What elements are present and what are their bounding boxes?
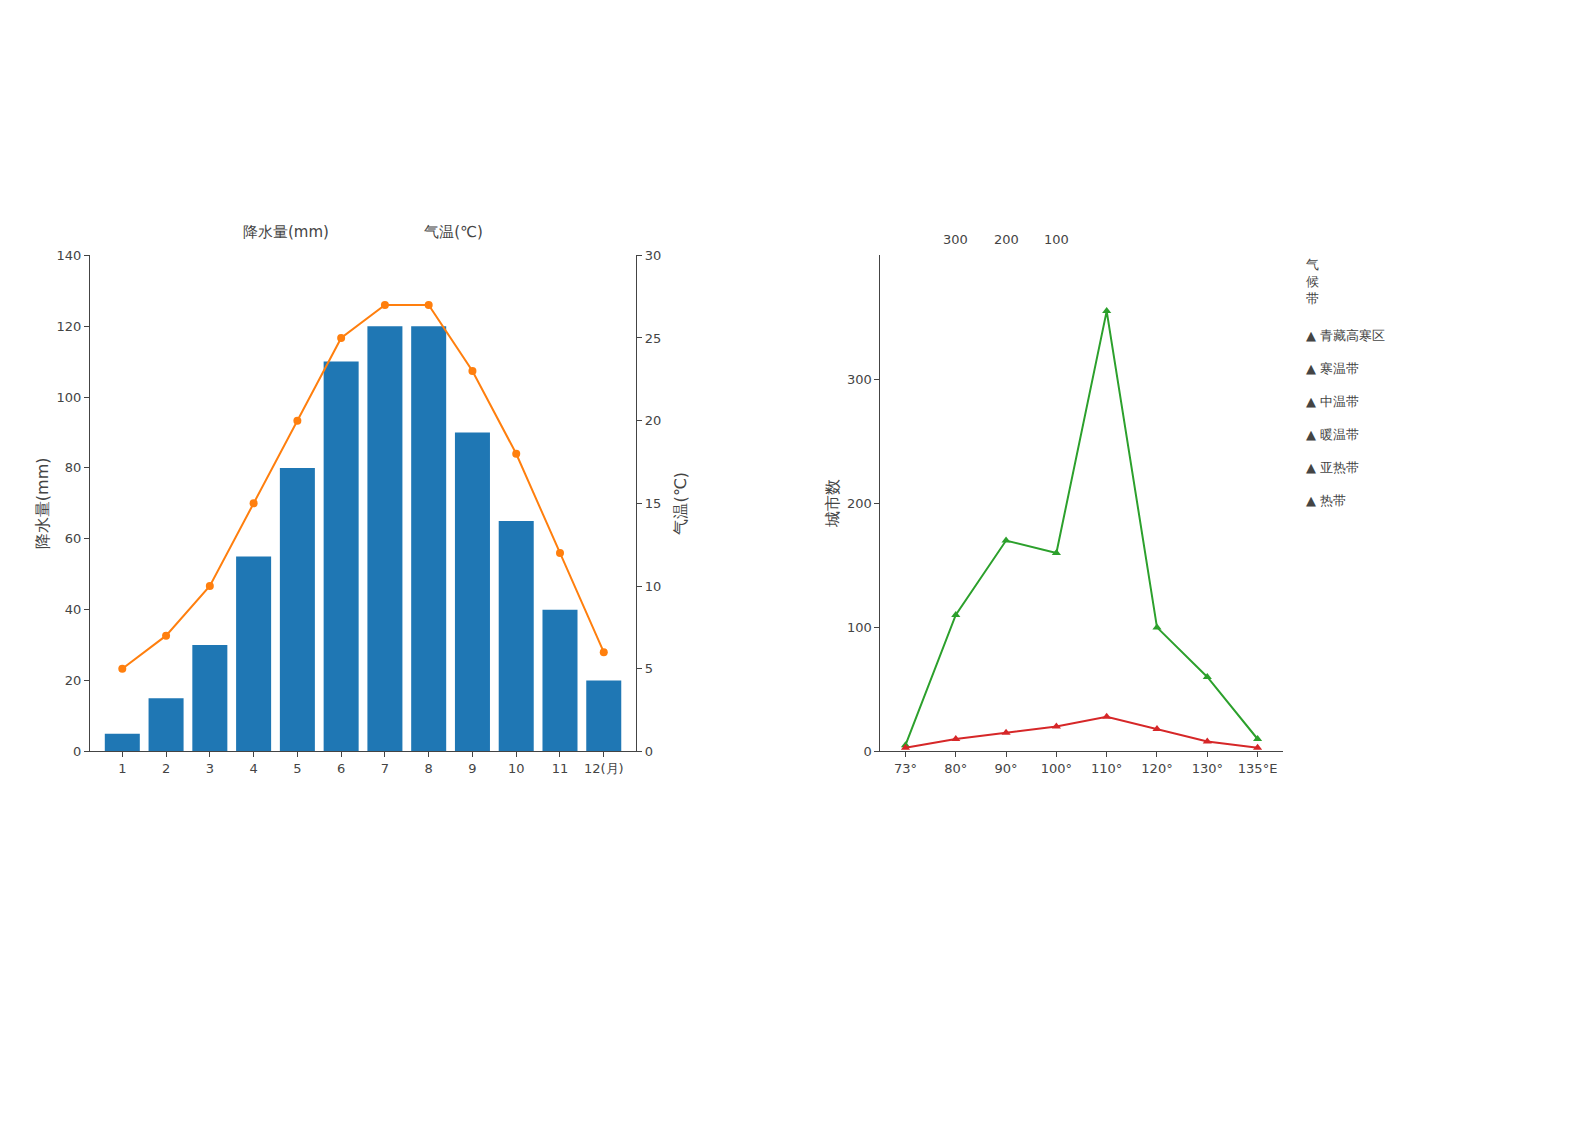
svg-text:135°E: 135°E — [1238, 761, 1278, 776]
svg-text:30: 30 — [645, 248, 662, 263]
svg-text:80: 80 — [65, 460, 82, 475]
svg-text:7: 7 — [381, 761, 389, 776]
svg-text:100: 100 — [1044, 232, 1069, 247]
svg-text:73°: 73° — [894, 761, 917, 776]
svg-text:▲ 亚热带: ▲ 亚热带 — [1306, 460, 1359, 475]
svg-text:气候带: 气候带 — [1306, 257, 1319, 306]
svg-text:6: 6 — [337, 761, 345, 776]
svg-text:12(月): 12(月) — [584, 761, 624, 776]
svg-text:120: 120 — [57, 319, 82, 334]
svg-text:0: 0 — [863, 744, 871, 759]
svg-text:▲ 青藏高寒区: ▲ 青藏高寒区 — [1306, 328, 1385, 343]
svg-text:20: 20 — [65, 673, 82, 688]
svg-text:▲ 寒温带: ▲ 寒温带 — [1306, 361, 1359, 376]
svg-text:300: 300 — [847, 372, 872, 387]
svg-text:城市数: 城市数 — [823, 479, 842, 528]
svg-text:5: 5 — [293, 761, 301, 776]
svg-text:▲ 热带: ▲ 热带 — [1306, 493, 1346, 508]
svg-text:200: 200 — [847, 496, 872, 511]
svg-text:300: 300 — [943, 232, 968, 247]
svg-text:100: 100 — [847, 620, 872, 635]
svg-text:8: 8 — [425, 761, 433, 776]
svg-text:120°: 120° — [1141, 761, 1172, 776]
svg-text:9: 9 — [468, 761, 476, 776]
svg-text:气温(℃): 气温(℃) — [671, 472, 690, 534]
svg-text:降水量(mm): 降水量(mm) — [33, 458, 52, 550]
svg-text:140: 140 — [57, 248, 82, 263]
svg-text:40: 40 — [65, 602, 82, 617]
svg-text:0: 0 — [73, 744, 81, 759]
svg-text:110°: 110° — [1091, 761, 1122, 776]
svg-text:5: 5 — [645, 661, 653, 676]
svg-text:1: 1 — [118, 761, 126, 776]
svg-text:2: 2 — [162, 761, 170, 776]
svg-text:15: 15 — [645, 496, 662, 511]
svg-text:降水量(mm) 气温(: 降水量(mm) 气温(℃) — [243, 223, 483, 241]
svg-text:100°: 100° — [1041, 761, 1072, 776]
svg-text:10: 10 — [645, 579, 662, 594]
svg-text:25: 25 — [645, 331, 662, 346]
svg-text:4: 4 — [249, 761, 257, 776]
svg-text:130°: 130° — [1192, 761, 1223, 776]
svg-text:10: 10 — [508, 761, 525, 776]
svg-text:20: 20 — [645, 413, 662, 428]
svg-text:200: 200 — [994, 232, 1019, 247]
svg-text:3: 3 — [206, 761, 214, 776]
svg-text:▲ 中温带: ▲ 中温带 — [1306, 394, 1359, 409]
svg-text:▲ 暖温带: ▲ 暖温带 — [1306, 427, 1359, 442]
svg-text:80°: 80° — [944, 761, 967, 776]
svg-text:0: 0 — [645, 744, 653, 759]
svg-text:90°: 90° — [995, 761, 1018, 776]
svg-text:100: 100 — [57, 390, 82, 405]
svg-text:11: 11 — [552, 761, 569, 776]
svg-text:60: 60 — [65, 531, 82, 546]
